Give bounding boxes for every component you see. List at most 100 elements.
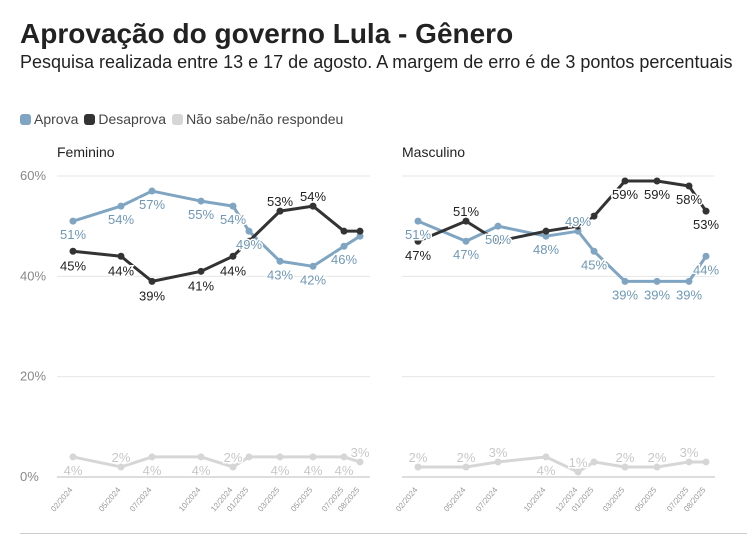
data-point-desaprova[interactable] <box>148 277 156 285</box>
data-point-nao-sabe[interactable] <box>590 458 598 466</box>
data-point-aprova[interactable] <box>542 232 550 240</box>
data-point-desaprova[interactable] <box>229 252 237 260</box>
data-point-desaprova[interactable] <box>245 237 253 245</box>
data-point-desaprova[interactable] <box>117 252 125 260</box>
series-line-desaprova <box>417 179 708 243</box>
x-tick-label: 10/2024 <box>177 485 203 513</box>
data-point-aprova[interactable] <box>590 247 598 255</box>
data-label-nao-sabe: 4% <box>64 463 83 478</box>
data-label-aprova: 55% <box>188 207 214 222</box>
data-point-nao-sabe[interactable] <box>414 463 422 471</box>
data-point-desaprova[interactable] <box>414 237 422 245</box>
data-point-aprova[interactable] <box>702 252 710 260</box>
data-point-aprova[interactable] <box>229 202 237 210</box>
data-label-desaprova: 58% <box>676 192 702 207</box>
data-point-desaprova[interactable] <box>340 227 348 235</box>
data-point-aprova[interactable] <box>653 277 661 285</box>
data-point-nao-sabe[interactable] <box>229 463 237 471</box>
data-point-nao-sabe[interactable] <box>309 453 317 461</box>
data-point-nao-sabe[interactable] <box>542 453 550 461</box>
data-point-nao-sabe[interactable] <box>621 463 629 471</box>
data-point-aprova[interactable] <box>574 227 582 235</box>
data-point-nao-sabe[interactable] <box>356 458 364 466</box>
data-point-aprova[interactable] <box>356 232 364 240</box>
legend-swatch-nao-sabe <box>172 113 184 125</box>
data-point-desaprova[interactable] <box>462 217 470 225</box>
data-point-nao-sabe[interactable] <box>276 453 284 461</box>
data-label-nao-sabe: 2% <box>112 450 131 465</box>
x-tick-label: 05/2024 <box>97 485 123 513</box>
data-label-aprova: 51% <box>60 227 86 242</box>
data-point-aprova[interactable] <box>462 237 470 245</box>
x-tick-label: 02/2024 <box>49 485 75 513</box>
data-label-aprova: 57% <box>139 197 165 212</box>
series-line-nao-sabe <box>72 455 361 469</box>
data-label-nao-sabe: 2% <box>648 450 667 465</box>
data-label-nao-sabe: 2% <box>409 450 428 465</box>
legend-item-nao-sabe[interactable]: Não sabe/não respondeu <box>172 111 343 127</box>
data-point-aprova[interactable] <box>340 242 348 250</box>
data-label-desaprova: 59% <box>644 187 670 202</box>
data-label-desaprova: 44% <box>220 263 246 278</box>
data-point-aprova[interactable] <box>117 202 125 210</box>
x-tick-label: 05/2025 <box>289 485 315 513</box>
data-point-nao-sabe[interactable] <box>685 458 693 466</box>
data-point-desaprova[interactable] <box>621 177 629 185</box>
data-point-desaprova[interactable] <box>69 247 77 255</box>
data-point-nao-sabe[interactable] <box>69 453 77 461</box>
data-point-nao-sabe[interactable] <box>197 453 205 461</box>
panel-title: Feminino <box>57 144 115 160</box>
data-point-desaprova[interactable] <box>494 237 502 245</box>
y-tick-label: 40% <box>20 268 46 283</box>
data-label-aprova: 49% <box>236 237 262 252</box>
data-point-aprova[interactable] <box>148 187 156 195</box>
data-label-desaprova: 51% <box>453 204 479 219</box>
data-point-desaprova[interactable] <box>542 227 550 235</box>
data-label-aprova: 39% <box>612 287 638 302</box>
data-point-aprova[interactable] <box>69 217 77 225</box>
data-label-nao-sabe: 4% <box>537 463 556 478</box>
legend-item-desaprova[interactable]: Desaprova <box>84 111 166 127</box>
y-tick-label: 60% <box>20 168 46 183</box>
data-point-nao-sabe[interactable] <box>148 453 156 461</box>
data-point-nao-sabe[interactable] <box>702 458 710 466</box>
data-label-nao-sabe: 3% <box>680 445 699 460</box>
chart-panel-0: Feminino 60% 40% 20% 0% 02/2024 05/2024 07/2024… <box>20 144 371 513</box>
data-point-aprova[interactable] <box>685 277 693 285</box>
data-point-aprova[interactable] <box>414 217 422 225</box>
data-point-aprova[interactable] <box>621 277 629 285</box>
data-label-nao-sabe: 3% <box>351 445 370 460</box>
legend: Aprova Desaprova Não sabe/não respondeu <box>20 111 349 127</box>
data-label-aprova: 44% <box>693 262 719 277</box>
data-point-desaprova[interactable] <box>702 207 710 215</box>
data-point-aprova[interactable] <box>309 262 317 270</box>
data-label-desaprova: 39% <box>139 288 165 303</box>
data-label-desaprova: 59% <box>612 187 638 202</box>
data-point-desaprova[interactable] <box>309 202 317 210</box>
data-point-nao-sabe[interactable] <box>245 453 253 461</box>
data-label-aprova: 50% <box>485 232 511 247</box>
data-point-desaprova[interactable] <box>276 207 284 215</box>
data-point-nao-sabe[interactable] <box>494 458 502 466</box>
data-point-desaprova[interactable] <box>590 212 598 220</box>
data-point-aprova[interactable] <box>245 227 253 235</box>
series-line-nao-sabe <box>418 455 706 474</box>
data-point-nao-sabe[interactable] <box>653 463 661 471</box>
data-point-desaprova[interactable] <box>356 227 364 235</box>
data-label-nao-sabe: 1% <box>569 455 588 470</box>
data-point-desaprova[interactable] <box>685 182 693 190</box>
data-point-aprova[interactable] <box>197 197 205 205</box>
data-point-nao-sabe[interactable] <box>340 453 348 461</box>
data-point-aprova[interactable] <box>494 222 502 230</box>
data-point-desaprova[interactable] <box>653 177 661 185</box>
data-point-nao-sabe[interactable] <box>574 468 582 476</box>
data-point-nao-sabe[interactable] <box>462 463 470 471</box>
data-point-aprova[interactable] <box>276 257 284 265</box>
data-point-desaprova[interactable] <box>574 222 582 230</box>
data-point-desaprova[interactable] <box>197 267 205 275</box>
data-label-aprova: 46% <box>331 252 357 267</box>
data-point-nao-sabe[interactable] <box>117 463 125 471</box>
legend-swatch-desaprova <box>84 113 96 125</box>
legend-item-aprova[interactable]: Aprova <box>20 111 78 127</box>
